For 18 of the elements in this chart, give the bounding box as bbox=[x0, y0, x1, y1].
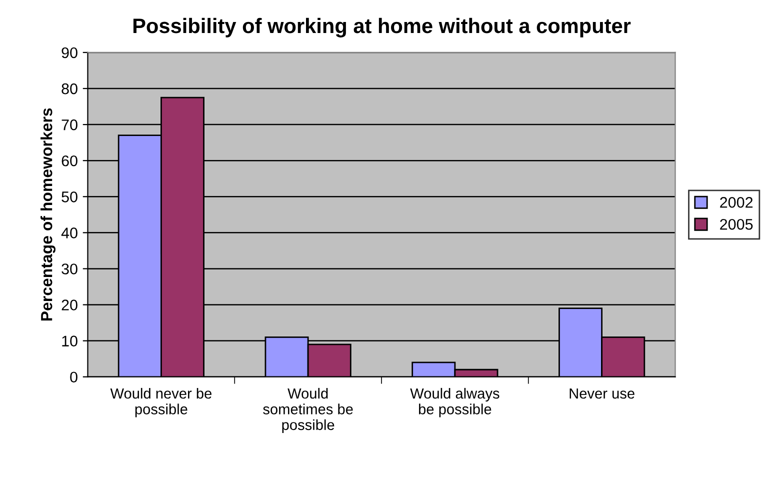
legend-label: 2002 bbox=[720, 196, 753, 208]
y-tick-label: 20 bbox=[62, 300, 78, 310]
y-tick-label: 90 bbox=[62, 47, 78, 58]
y-tick-label: 80 bbox=[62, 83, 78, 94]
y-tick-label: 60 bbox=[62, 155, 78, 166]
y-tick-label: 40 bbox=[61, 228, 78, 238]
x-tick-label: Would never be possible bbox=[110, 388, 212, 418]
y-tick-label: 50 bbox=[62, 192, 78, 202]
y-tick-label: 30 bbox=[62, 264, 78, 274]
y-tick-label: 70 bbox=[62, 119, 78, 130]
x-tick-label: Would sometimes be possible bbox=[263, 388, 353, 433]
x-tick-label: Would always be possible bbox=[410, 388, 500, 418]
x-tick-label: Never use bbox=[570, 388, 634, 399]
y-tick-label: 10 bbox=[62, 336, 78, 346]
legend-label: 2005 bbox=[720, 218, 753, 230]
y-axis-title: Percentage of homeworkers bbox=[40, 108, 56, 321]
chart-title: Possibility of working at home without a computer bbox=[133, 18, 631, 38]
y-tick-label: 0 bbox=[70, 372, 78, 383]
